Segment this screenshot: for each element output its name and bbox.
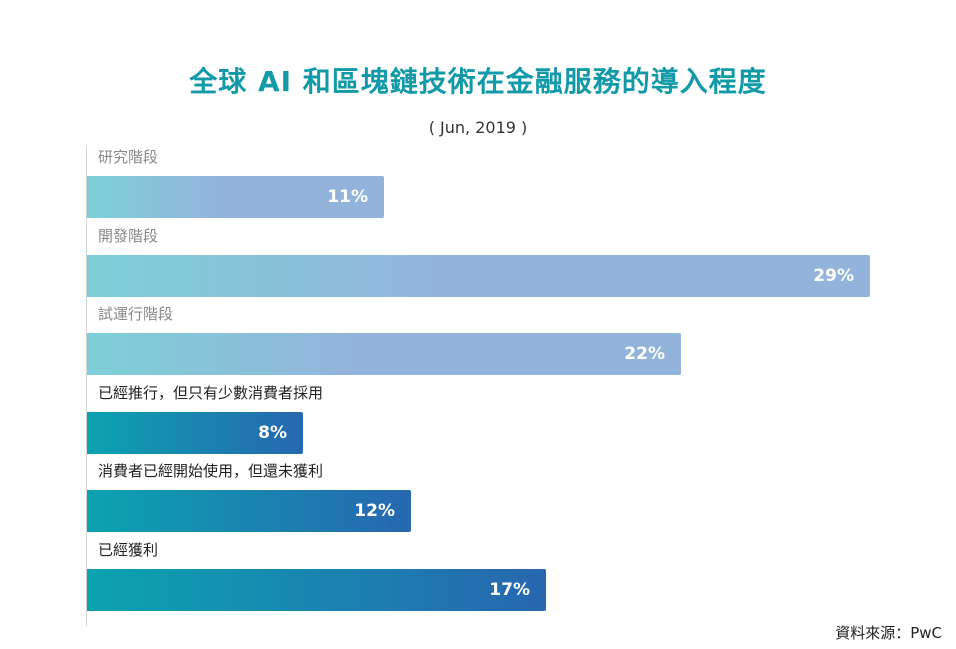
bar-value-label: 12% (354, 501, 395, 521)
category-label: 已經推行，但只有少數消費者採用 (98, 383, 324, 402)
category-label: 試運行階段 (98, 305, 174, 323)
category-axis-line (86, 146, 87, 626)
category-label: 消費者已經開始使用，但還未獲利 (98, 462, 324, 480)
bar: 11% (87, 176, 384, 218)
bar-value-label: 29% (813, 265, 854, 286)
source-note: 資料來源：PwC (835, 624, 942, 642)
category-label: 研究階段 (98, 148, 159, 166)
bar-value-label: 17% (489, 579, 530, 600)
category-label: 已經獲利 (98, 540, 159, 559)
bar-value-label: 8% (258, 422, 287, 443)
bar: 22% (87, 333, 681, 375)
bar: 12% (87, 490, 411, 532)
bar-value-label: 22% (624, 344, 665, 364)
bar: 29% (87, 254, 870, 297)
bar: 8% (87, 411, 303, 454)
bar: 17% (87, 568, 546, 611)
chart-title: 全球 AI 和區塊鏈技術在金融服務的導入程度 (189, 65, 767, 98)
chart-subtitle: ( Jun, 2019 ) (428, 118, 528, 137)
category-label: 開發階段 (98, 226, 159, 245)
bar-value-label: 11% (327, 187, 368, 207)
